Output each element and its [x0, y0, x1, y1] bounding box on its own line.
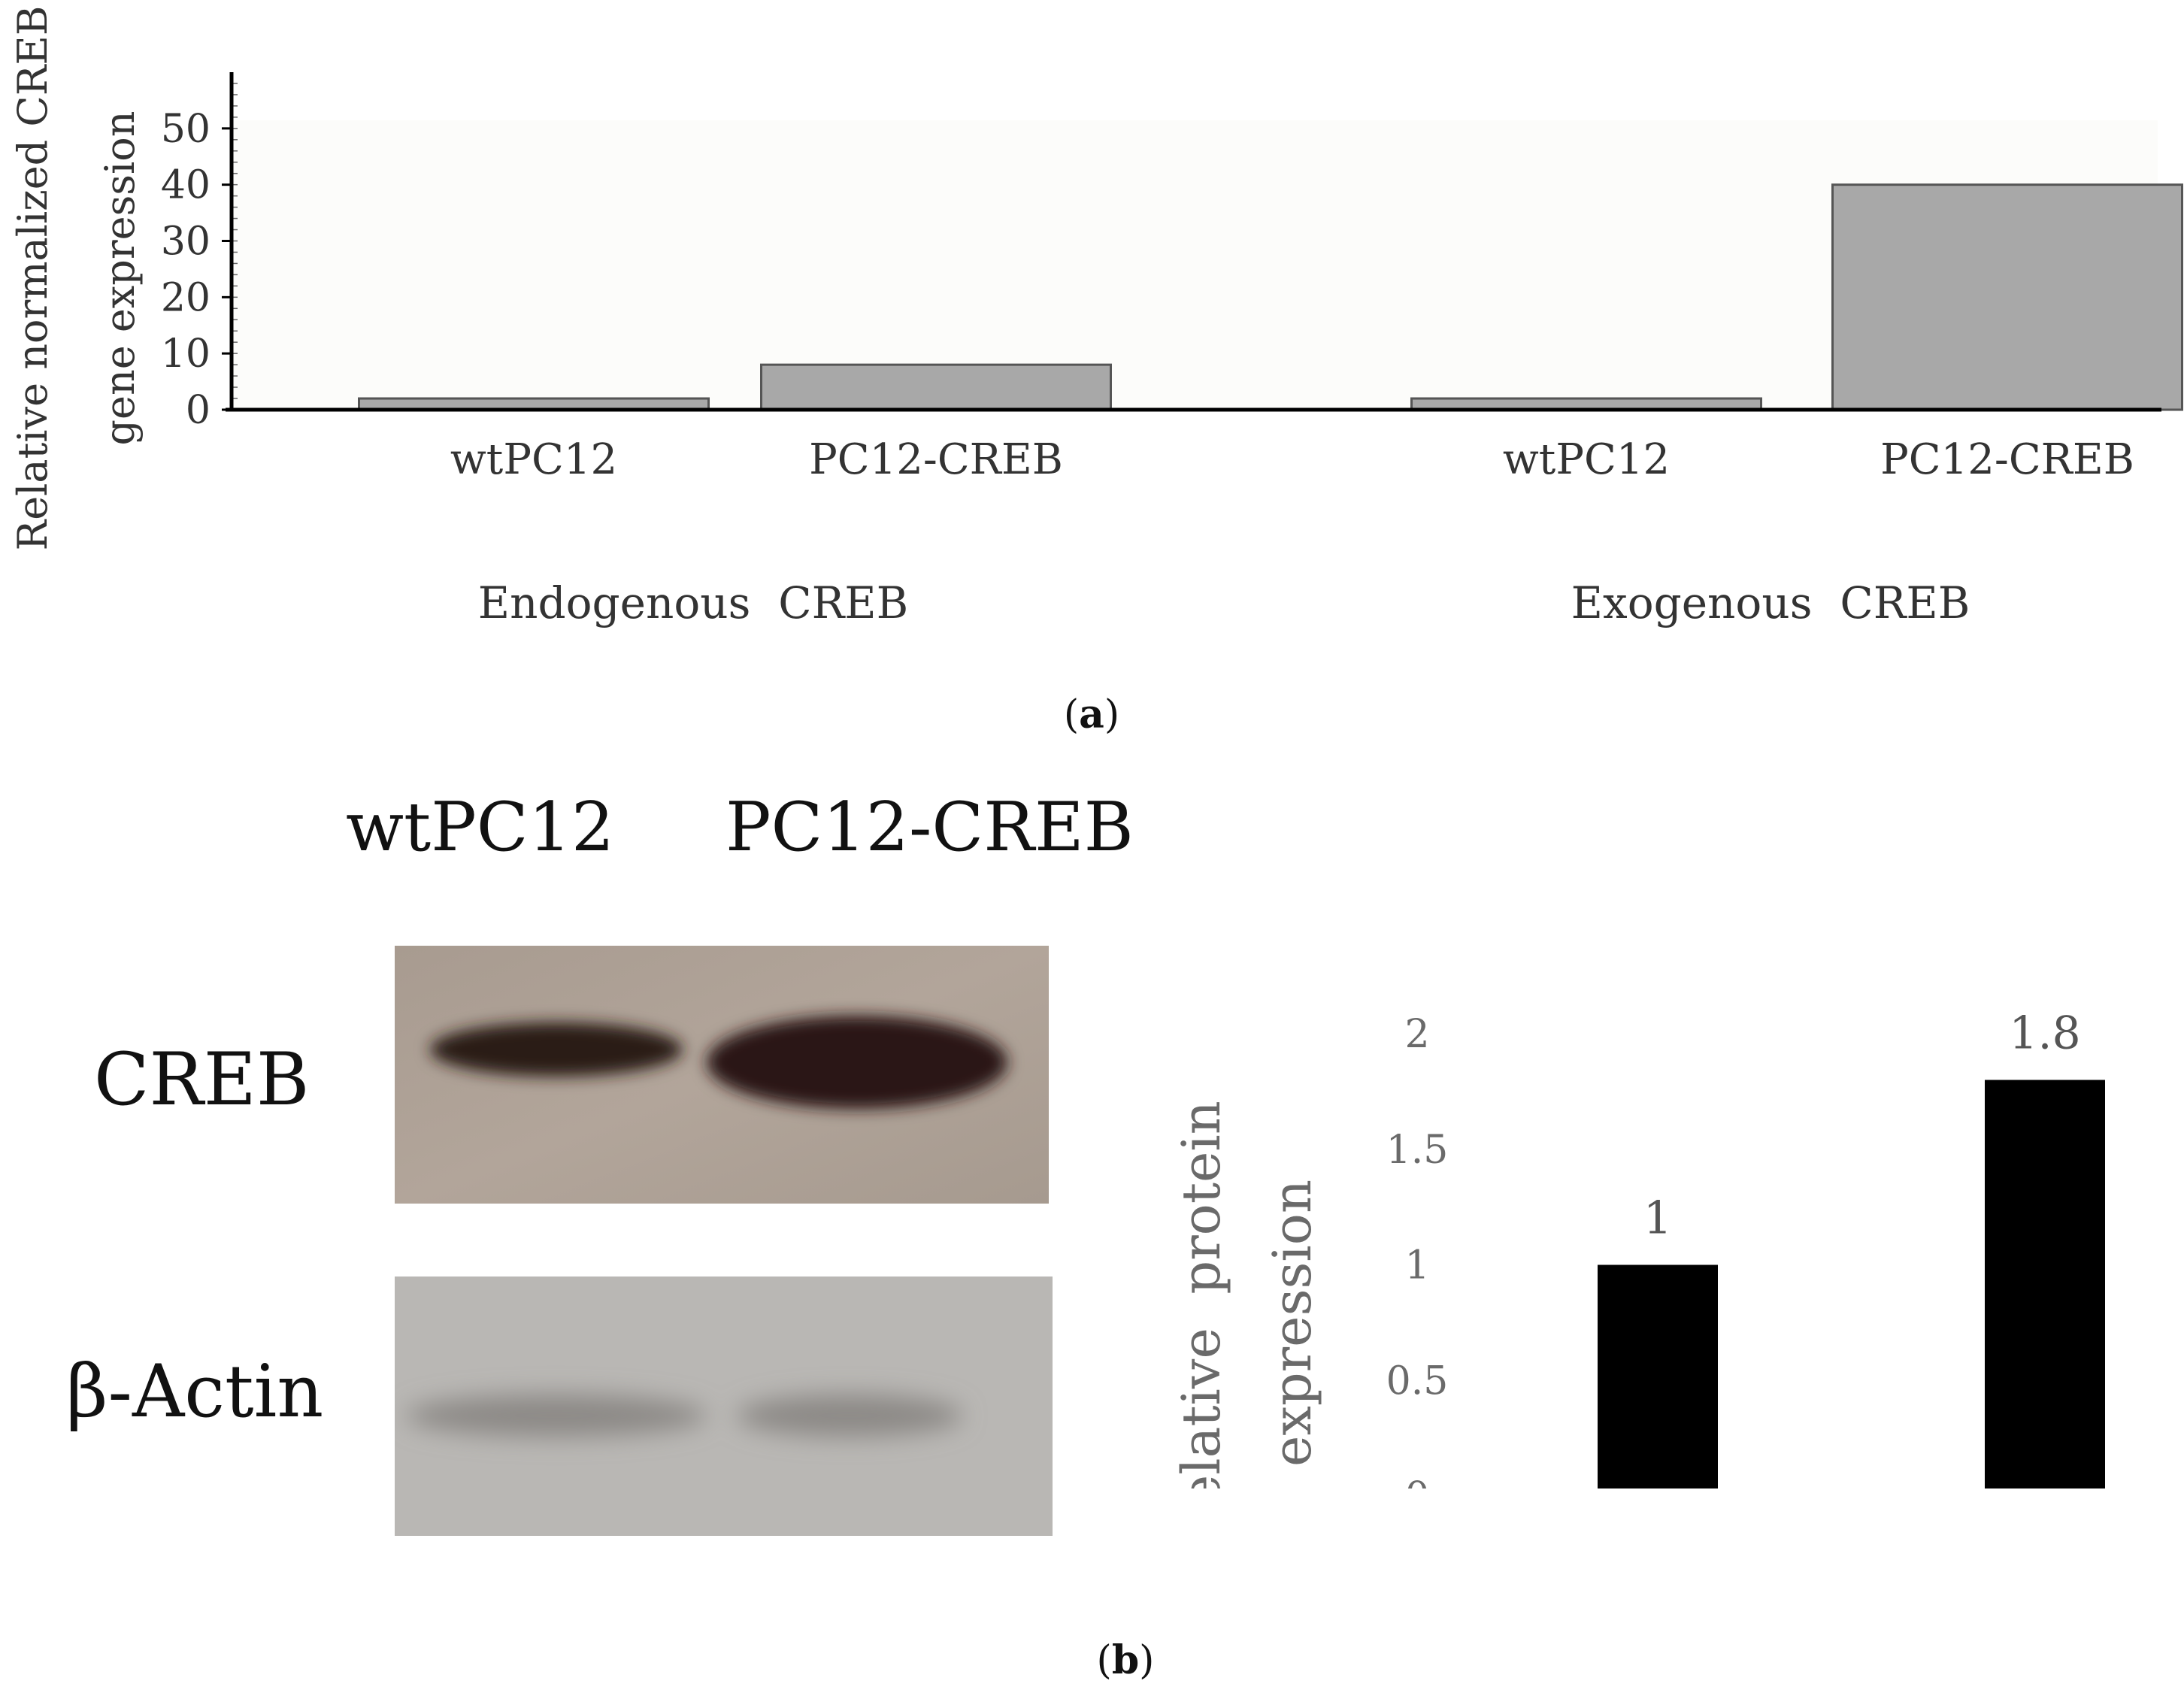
- y-axis-label-line: Relative protein: [1171, 1101, 1232, 1488]
- y-tick-label: 50: [161, 107, 211, 152]
- y-axis-label-line: Relative normalized CREB: [9, 6, 56, 551]
- panel-label-b: (b): [1097, 1637, 1155, 1683]
- x-group-label: Exogenous CREB: [1571, 577, 1970, 628]
- y-axis-label: Relative protein expression: [1171, 1101, 1323, 1488]
- panel-label-letter: b: [1111, 1637, 1140, 1683]
- actin-band-pc12-creb: [737, 1395, 962, 1437]
- beta-actin-blot-image: [395, 1276, 1053, 1536]
- y-tick-label: 10: [161, 332, 211, 377]
- data-label: 1.8: [2009, 1007, 2080, 1060]
- row-label-beta-actin: β-Actin: [66, 1349, 324, 1434]
- panel-label-close: ): [1139, 1638, 1155, 1683]
- row-label-creb: CREB: [94, 1037, 310, 1122]
- panel-label-open: (: [1096, 1638, 1112, 1683]
- x-group-label: Endogenous CREB: [478, 577, 908, 628]
- data-label: 1: [1643, 1192, 1672, 1245]
- x-category-label: wtPC12: [450, 435, 617, 484]
- y-axis-label-line: expression: [1262, 1180, 1323, 1467]
- bar-wtpc12: [1598, 1264, 1718, 1488]
- creb-blot-image: [395, 946, 1049, 1204]
- y-tick-label: 30: [161, 220, 211, 265]
- y-tick-label: 2: [1404, 1012, 1429, 1057]
- protein-expression-chart: Relative protein expression 0 0.5 1 1.5 2 1 1.…: [1171, 1007, 2105, 1488]
- y-tick-label: 0.5: [1386, 1358, 1449, 1404]
- lane-label-pc12-creb: PC12-CREB: [725, 788, 1134, 867]
- y-tick-label: 20: [161, 275, 211, 320]
- y-tick-label: 1: [1404, 1243, 1429, 1289]
- y-axis-label-line: gene expression: [96, 111, 144, 445]
- x-category-label: PC12-CREB: [809, 435, 1063, 484]
- x-category-label: PC12-CREB: [1880, 435, 2134, 484]
- panel-label-letter: a: [1079, 692, 1104, 737]
- bar-pc12-creb: [1985, 1080, 2105, 1488]
- bar-pc12-creb: [1831, 183, 2183, 411]
- panel-label-open: (: [1063, 692, 1080, 737]
- bar-pc12-creb: [760, 363, 1112, 411]
- panel-label-a: (a): [1064, 692, 1119, 737]
- creb-band-pc12-creb: [707, 1016, 1007, 1109]
- y-tick-label: 0: [1404, 1474, 1429, 1488]
- actin-band-wtpc12: [406, 1395, 707, 1437]
- y-tick-label: 40: [161, 163, 211, 208]
- x-category-label: wtPC12: [1503, 435, 1670, 484]
- y-axis-label: Relative normalized CREB gene expression: [9, 6, 144, 551]
- y-tick-label: 0: [186, 388, 211, 433]
- creb-band-wtpc12: [430, 1022, 683, 1077]
- gene-expression-chart: Relative normalized CREB gene expression …: [9, 6, 2183, 628]
- y-tick-label: 1.5: [1386, 1128, 1449, 1173]
- panel-label-close: ): [1104, 692, 1120, 737]
- lane-label-wtpc12: wtPC12: [346, 788, 615, 867]
